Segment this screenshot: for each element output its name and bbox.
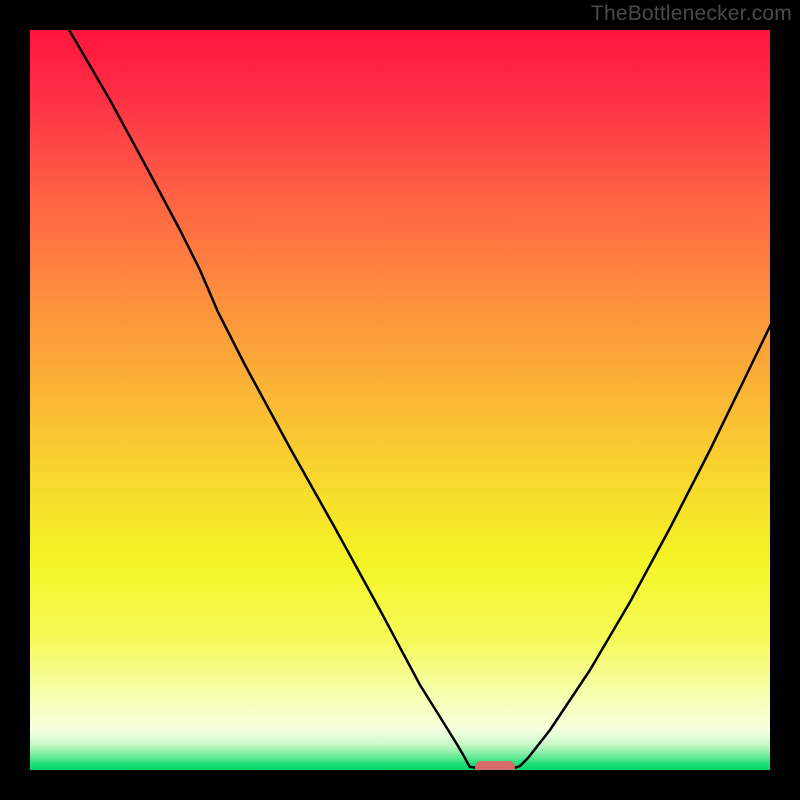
optimal-marker [475,761,515,770]
plot-area [30,30,770,770]
watermark-text: TheBottlenecker.com [591,2,792,26]
bottleneck-curve [30,30,770,770]
chart-container: TheBottlenecker.com [0,0,800,800]
